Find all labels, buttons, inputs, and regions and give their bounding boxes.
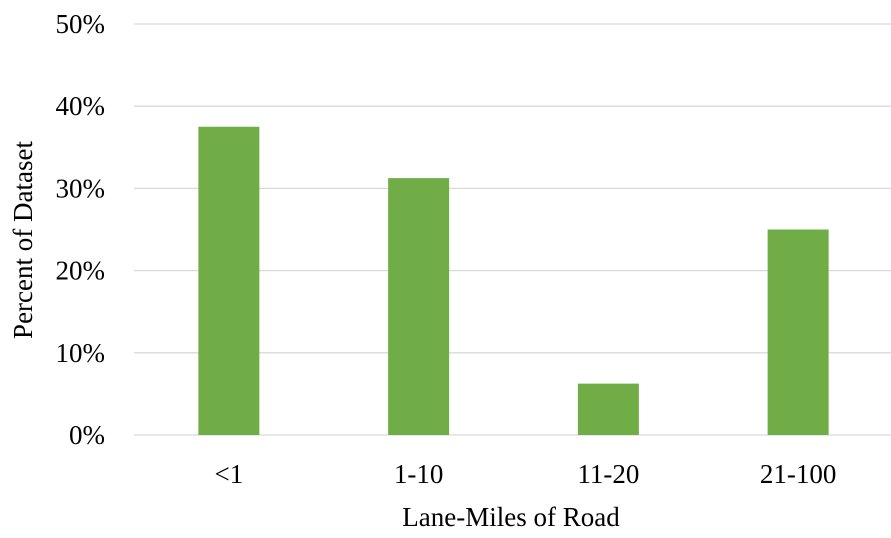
bars	[198, 126, 829, 435]
bar	[767, 229, 829, 435]
x-tick-labels: <1 1-10 11-20 21-100	[215, 459, 837, 489]
y-tick-label: 30%	[56, 173, 106, 203]
x-tick-label: 21-100	[760, 459, 837, 489]
y-tick-label: 20%	[56, 256, 106, 286]
y-axis-title: Percent of Dataset	[8, 141, 38, 339]
bar	[198, 126, 260, 435]
y-tick-label: 40%	[56, 91, 106, 121]
x-tick-label: <1	[215, 459, 244, 489]
x-axis-title: Lane-Miles of Road	[402, 502, 620, 532]
x-tick-label: 11-20	[577, 459, 639, 489]
x-tick-label: 1-10	[394, 459, 444, 489]
bar	[388, 178, 450, 435]
y-tick-label: 10%	[56, 338, 106, 368]
y-tick-label: 50%	[56, 9, 106, 39]
bar	[577, 383, 639, 435]
y-tick-label: 0%	[69, 420, 105, 450]
y-tick-labels: 0% 10% 20% 30% 40% 50%	[56, 9, 106, 450]
gridlines	[134, 23, 891, 436]
